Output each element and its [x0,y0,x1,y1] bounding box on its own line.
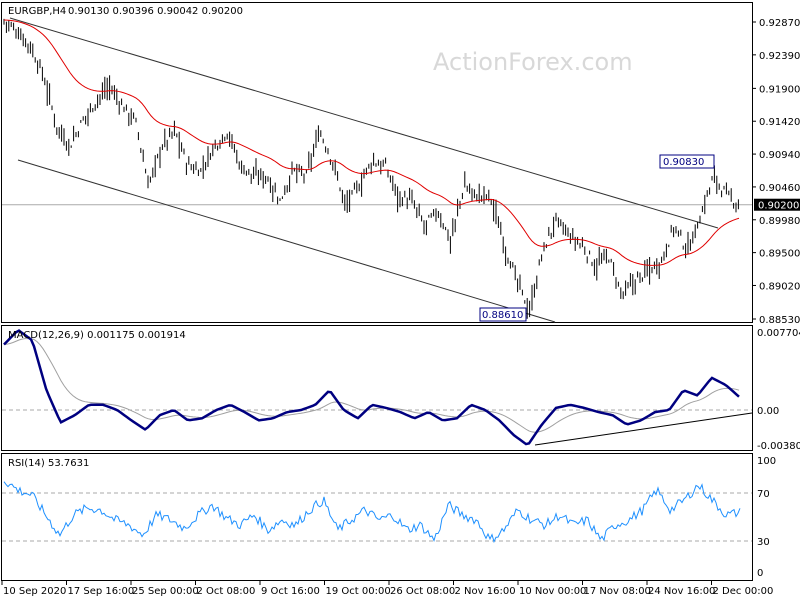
macd-line [3,329,740,446]
y-tick-label: 0.88530 [759,315,800,326]
macd-y-label: 0.00 [757,406,779,417]
y-tick-label: 0.90460 [759,183,800,194]
y-tick-label: 0.91420 [759,117,800,128]
y-tick-label: 0.91900 [759,84,800,95]
macd-signal-line [3,337,740,433]
y-tick-label: 0.92870 [759,18,800,29]
y-tick-label: 0.92390 [759,51,800,62]
y-tick-label: 0.89980 [759,216,800,227]
y-tick-label: 0.89020 [759,281,800,292]
x-tick-label: 2 Oct 08:00 [197,586,256,597]
channel-lower-line [17,159,556,323]
rsi-y-label: 70 [757,489,770,500]
current-price-label: 0.90200 [758,201,799,212]
y-tick-label: 0.89500 [759,249,800,260]
x-tick-label: 17 Sep 16:00 [68,586,135,597]
rsi-label: RSI(14) 53.7631 [8,458,89,469]
rsi-y-label: 0 [757,568,763,579]
low-box [479,307,527,322]
symbol-label: EURGBP,H4 [8,6,66,17]
x-tick-label: 2 Nov 16:00 [455,586,516,597]
x-tick-label: 2 Dec 00:00 [713,586,774,597]
rsi-y-label: 100 [757,456,776,467]
high-annotation: 0.90830 [663,157,704,168]
low-annotation: 0.88610 [482,310,523,321]
x-tick-label: 24 Nov 16:00 [648,586,715,597]
x-tick-label: 10 Nov 00:00 [519,586,586,597]
high-box [659,154,715,169]
macd-label: MACD(12,26,9) 0.001175 0.001914 [8,330,186,341]
x-tick-label: 26 Oct 08:00 [390,586,455,597]
macd-y-label: -0.003804 [757,441,800,452]
moving-average-line [3,19,740,266]
ohlc-label: 0.90130 0.90396 0.90042 0.90200 [68,6,243,17]
rsi-line [3,481,741,544]
x-tick-label: 10 Sep 2020 [3,586,66,597]
x-tick-label: 9 Oct 16:00 [261,586,320,597]
main-panel [1,2,753,323]
rsi-panel [1,453,753,581]
y-tick-label: 0.90940 [759,150,800,161]
x-tick-label: 17 Nov 08:00 [584,586,651,597]
current-price-box [754,198,800,211]
x-tick-label: 19 Oct 00:00 [326,586,391,597]
channel-upper-line [9,17,719,229]
macd-panel [1,325,753,451]
rsi-y-label: 30 [757,537,770,548]
x-tick-label: 25 Sep 00:00 [132,586,199,597]
macd-y-label: 0.007704 [757,328,800,339]
macd-trendline [534,412,753,446]
watermark: ActionForex.com [433,48,633,76]
